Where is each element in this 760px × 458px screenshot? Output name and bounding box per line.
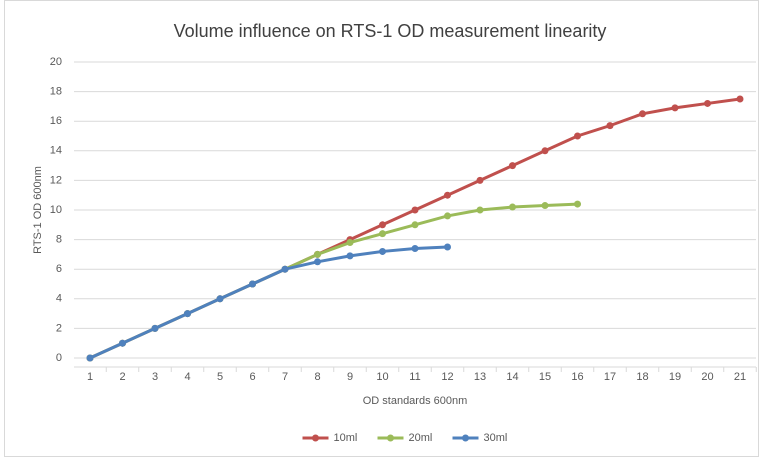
y-tick-label: 14 [50,145,62,157]
point [379,230,386,238]
legend-label: 20ml [409,432,433,444]
x-tick-label: 14 [506,371,518,383]
point [606,122,614,130]
point [444,212,451,220]
point [86,354,94,362]
y-tick-label: 20 [50,56,62,68]
x-tick-label: 20 [701,371,713,383]
point [444,191,451,199]
legend-label: 30ml [484,432,508,444]
point [314,258,321,266]
point [184,310,191,318]
y-tick-label: 8 [56,234,62,246]
x-tick-label: 2 [119,371,125,383]
y-axis-label: RTS-1 OD 600nm [32,166,44,254]
y-tick-label: 2 [56,322,62,334]
point [249,280,256,288]
x-tick-label: 9 [347,371,353,383]
legend-marker [462,434,469,442]
x-tick-label: 11 [409,371,420,383]
x-tick-label: 4 [184,371,190,383]
point [541,147,549,155]
y-tick-label: 0 [56,352,62,364]
point [379,221,386,229]
point [151,324,159,332]
point [476,176,484,184]
point [346,252,354,260]
point [444,243,451,251]
point [639,110,646,118]
legend-marker [312,434,319,442]
point [476,206,484,214]
y-tick-label: 6 [56,263,62,275]
y-tick-label: 18 [50,86,62,98]
x-tick-label: 6 [249,371,255,383]
x-tick-label: 16 [571,371,583,383]
x-tick-label: 18 [636,371,648,383]
y-tick-label: 10 [50,204,62,216]
x-tick-label: 10 [376,371,388,383]
point [704,99,711,107]
legend-marker [387,434,394,442]
chart-frame [4,0,759,457]
x-axis-label: OD standards 600nm [363,395,468,407]
point [509,203,516,211]
point [281,265,289,273]
y-tick-label: 12 [50,174,62,186]
chart-title: Volume influence on RTS-1 OD measurement… [174,21,607,41]
series-line [89,245,448,360]
x-tick-label: 12 [441,371,453,383]
point [314,250,321,258]
x-tick-label: 1 [87,371,93,383]
point [671,104,679,112]
point [411,221,419,229]
point [379,247,386,255]
point [574,132,581,140]
x-tick-label: 3 [152,371,158,383]
x-tick-label: 15 [539,371,551,383]
x-tick-label: 7 [282,371,288,383]
point [411,244,419,252]
point [216,295,224,303]
point [541,202,549,210]
x-tick-label: 13 [474,371,486,383]
x-tick-label: 5 [217,371,223,383]
x-tick-label: 21 [734,371,746,383]
point [736,95,744,103]
y-tick-label: 4 [56,293,62,305]
legend-label: 10ml [334,432,358,444]
point [346,239,354,247]
y-tick-label: 16 [50,115,62,127]
x-tick-label: 8 [314,371,320,383]
x-tick-label: 19 [669,371,681,383]
point [574,200,581,208]
point [509,162,516,170]
x-tick-label: 17 [604,371,616,383]
point [411,206,419,214]
point [119,339,126,347]
